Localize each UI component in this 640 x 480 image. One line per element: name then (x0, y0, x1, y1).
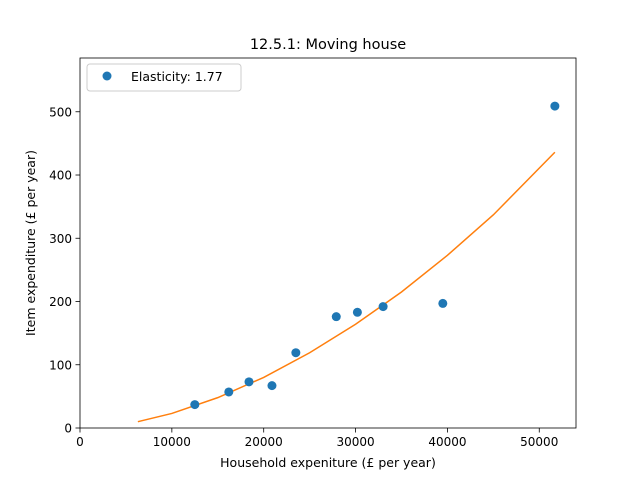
data-point (378, 302, 388, 312)
y-tick-label: 100 (49, 358, 72, 372)
y-axis-label: Item expenditure (£ per year) (23, 150, 38, 336)
y-tick-label: 300 (49, 232, 72, 246)
x-tick-label: 30000 (336, 435, 374, 449)
data-point (267, 381, 277, 391)
legend-box (86, 63, 242, 92)
y-axis: 0 100 200 300 400 500 (49, 105, 80, 436)
data-point (352, 307, 362, 317)
data-point (190, 400, 200, 410)
data-point (291, 348, 301, 358)
x-tick-label: 0 (76, 435, 84, 449)
data-point (224, 387, 234, 397)
x-axis: 0 10000 20000 30000 40000 50000 (76, 428, 558, 449)
plot-frame (79, 57, 577, 429)
data-point (331, 312, 341, 322)
x-axis-label: Household expeniture (£ per year) (220, 455, 436, 470)
x-tick-label: 20000 (245, 435, 283, 449)
data-point (550, 101, 560, 111)
plot-area (80, 58, 576, 428)
legend-marker (102, 71, 112, 81)
y-tick-label: 200 (49, 295, 72, 309)
x-tick-label: 50000 (520, 435, 558, 449)
y-tick-label: 400 (49, 169, 72, 183)
data-point (244, 377, 254, 387)
legend-label: Elasticity: 1.77 (131, 69, 223, 84)
x-tick-label: 10000 (153, 435, 191, 449)
y-tick-label: 0 (64, 422, 72, 436)
data-point (438, 298, 448, 308)
x-tick-label: 40000 (428, 435, 466, 449)
legend: Elasticity: 1.77 (86, 63, 242, 92)
y-tick-label: 500 (49, 105, 72, 119)
points-layer (190, 101, 560, 410)
chart-title: 12.5.1: Moving house (250, 37, 406, 53)
